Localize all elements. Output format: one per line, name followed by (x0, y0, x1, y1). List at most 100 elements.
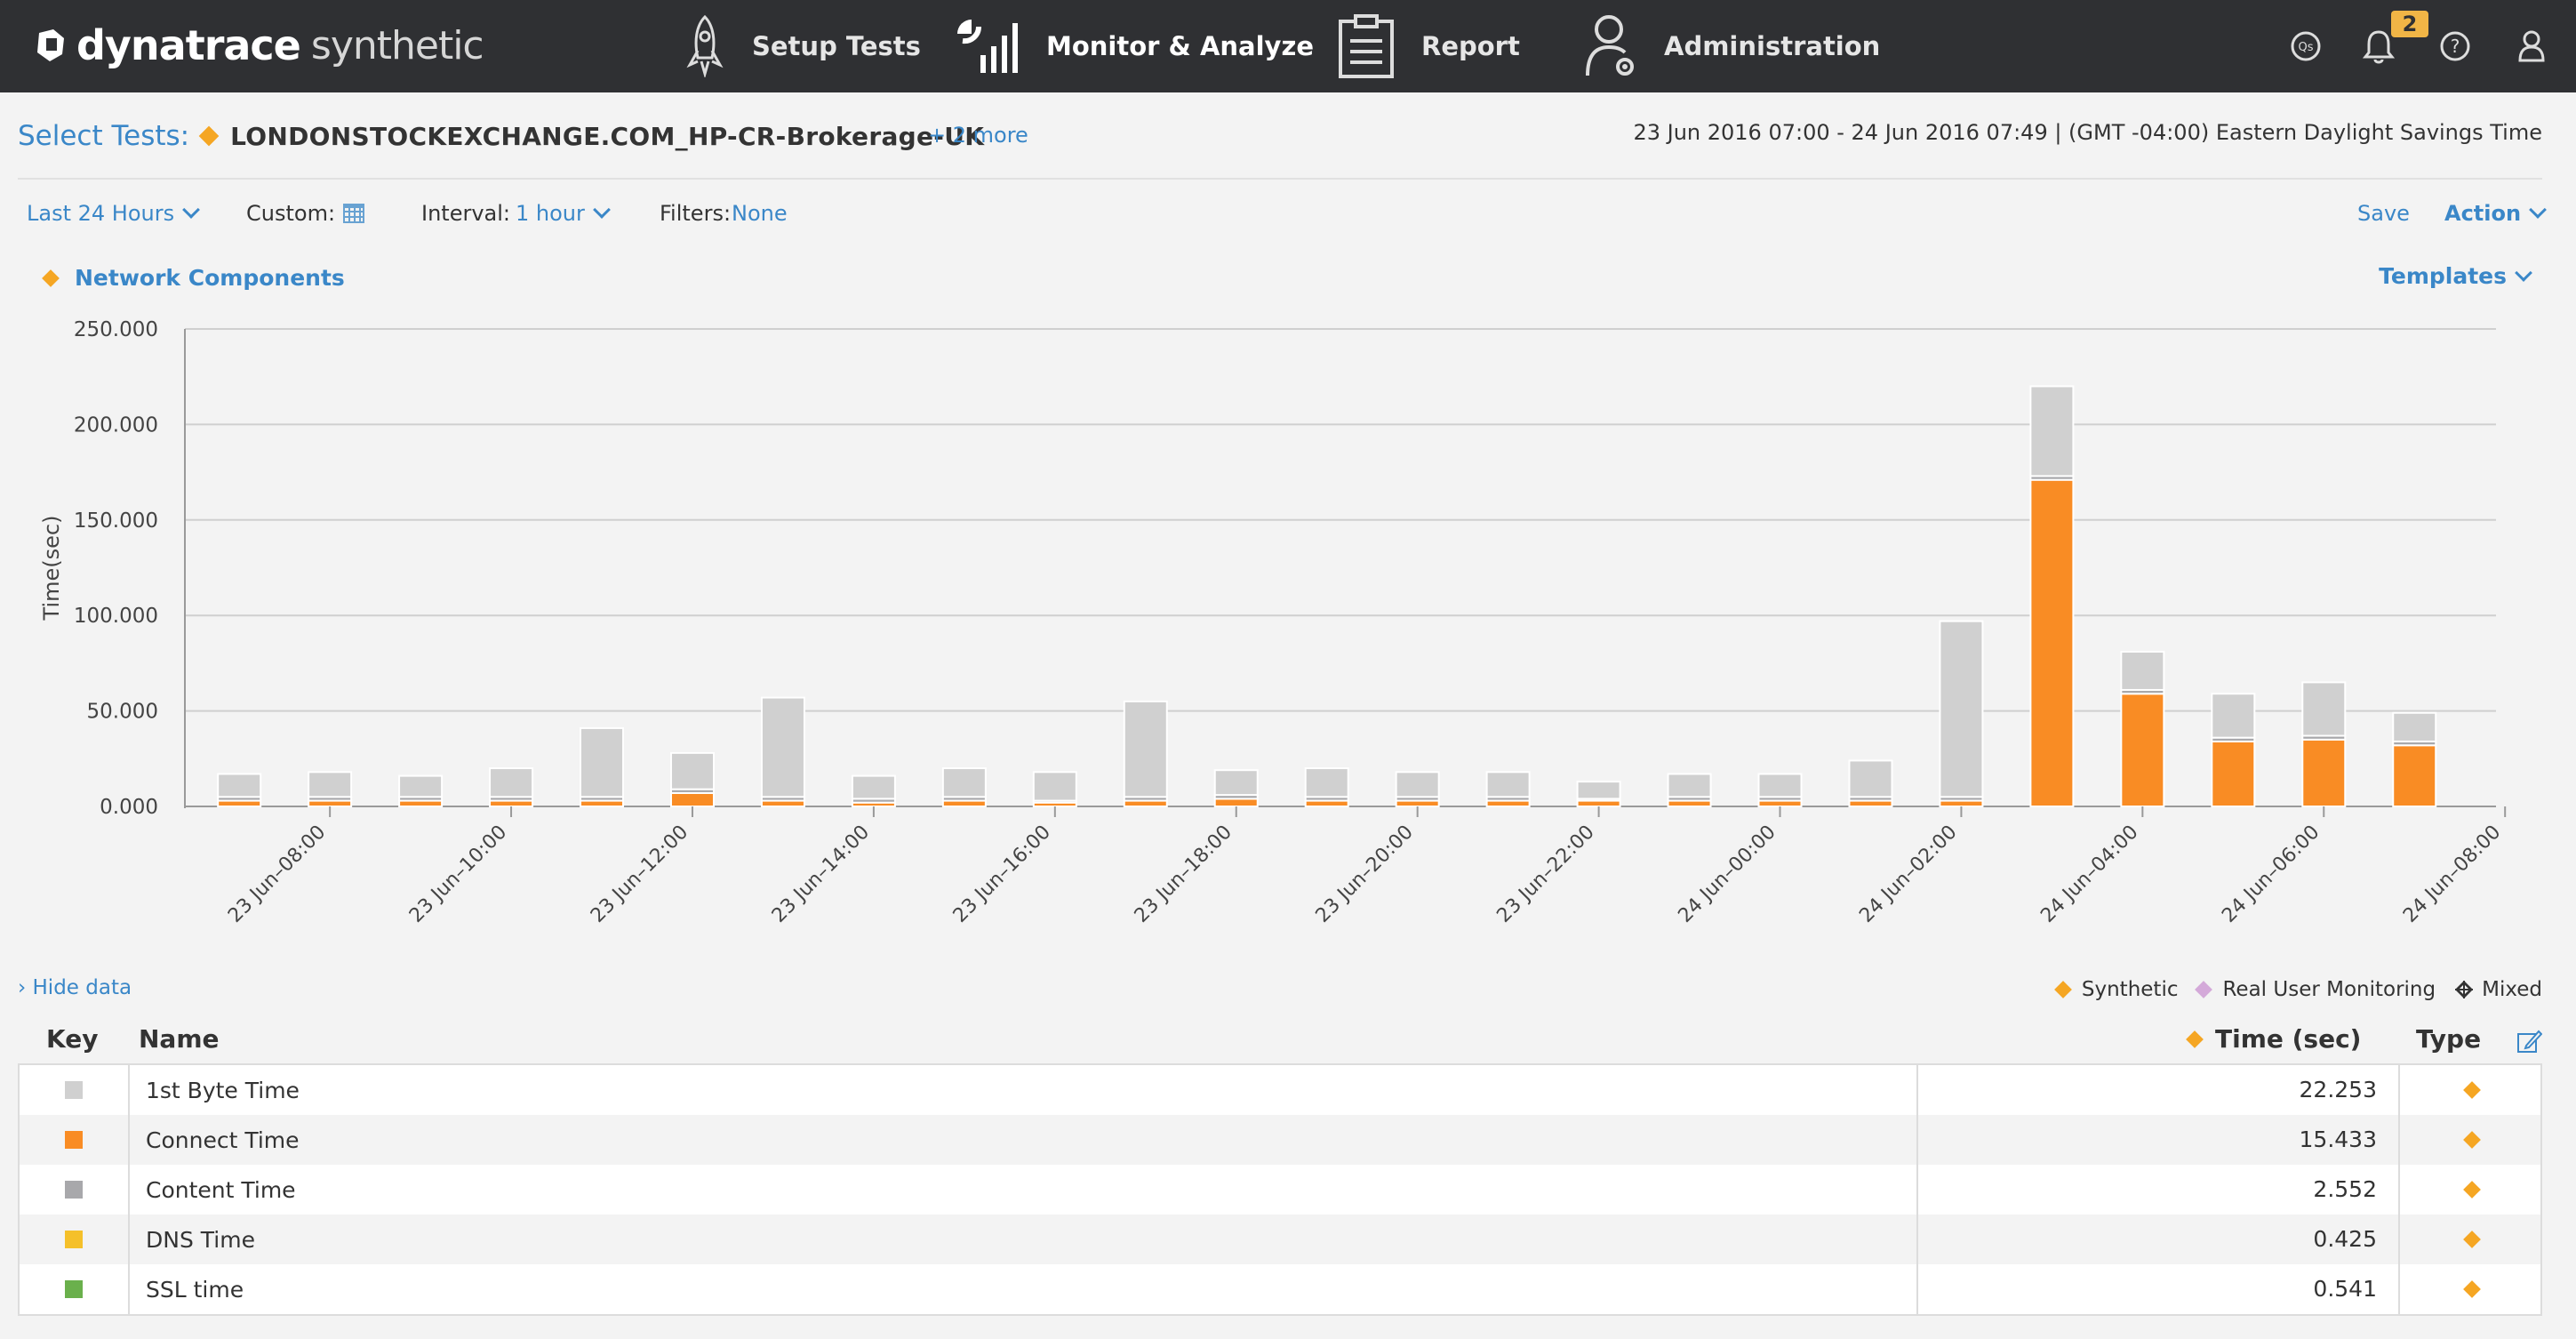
interval-dropdown[interactable]: 1 hour (516, 197, 611, 229)
type-legend: Synthetic Real User Monitoring Mixed (2037, 978, 2542, 1001)
chevron-down-icon (2529, 201, 2547, 219)
y-tick-label: 250.000 (74, 318, 158, 341)
qs-icon[interactable]: Qs (2283, 23, 2329, 69)
x-tick-label: 24 Jun–00:00 (1674, 822, 1780, 927)
legend-synthetic-label: Synthetic (2081, 978, 2179, 1001)
synthetic-diamond-icon (2463, 1131, 2481, 1149)
save-label: Save (2357, 201, 2410, 226)
templates-dropdown[interactable]: Templates (2379, 263, 2532, 289)
table-row[interactable]: DNS Time 0.425 (20, 1215, 2540, 1264)
chart-title[interactable]: Network Components (42, 265, 345, 291)
row-time: 22.253 (1916, 1065, 2400, 1115)
color-swatch[interactable] (65, 1131, 83, 1149)
synthetic-diamond-icon (2463, 1081, 2481, 1099)
select-tests-label[interactable]: Select Tests: (18, 120, 190, 152)
clipboard-icon (1339, 14, 1394, 78)
templates-label: Templates (2379, 263, 2507, 289)
legend-mixed-label: Mixed (2482, 978, 2542, 1001)
brand-name: dynatrace (76, 21, 301, 69)
y-tick-label: 0.000 (100, 796, 158, 819)
bar-segment (580, 726, 625, 798)
more-tests-link[interactable]: + 2 more (928, 123, 1028, 148)
bar-segment (1395, 771, 1440, 798)
nav-label-report: Report (1421, 31, 1520, 61)
time-range-dropdown[interactable]: Last 24 Hours (27, 197, 201, 229)
nav-setup-tests[interactable]: Setup Tests (684, 0, 921, 92)
col-time-header[interactable]: Time (sec) (2186, 1024, 2361, 1054)
brand-logo[interactable]: dynatrace synthetic (34, 18, 484, 73)
help-icon[interactable]: ? (2432, 23, 2478, 69)
bar-segment (2120, 693, 2165, 808)
synthetic-diamond-icon (2463, 1280, 2481, 1298)
color-swatch[interactable] (65, 1231, 83, 1248)
row-type-cell (2400, 1215, 2544, 1264)
x-tick-label: 24 Jun–08:00 (2399, 822, 2505, 927)
nav-administration[interactable]: Administration (1584, 0, 1880, 92)
color-swatch[interactable] (65, 1280, 83, 1298)
legend-rum-label: Real User Monitoring (2222, 978, 2436, 1001)
table-row[interactable]: 1st Byte Time 22.253 (20, 1065, 2540, 1115)
legend-mixed: Mixed (2455, 978, 2542, 1001)
col-type-header[interactable]: Type (2416, 1024, 2482, 1054)
bar-segment (760, 696, 805, 798)
synthetic-diamond-icon (198, 125, 220, 147)
table-header: Key Name Time (sec) Type (18, 1014, 2542, 1063)
row-name: DNS Time (146, 1227, 255, 1253)
table-row[interactable]: Content Time 2.552 (20, 1165, 2540, 1215)
bell-icon[interactable] (2356, 23, 2402, 69)
filters-value-link[interactable]: None (732, 197, 788, 229)
table-row[interactable]: SSL time 0.541 (20, 1264, 2540, 1314)
row-key-cell (20, 1065, 130, 1115)
bar-segment (1848, 759, 1893, 798)
col-name-header[interactable]: Name (139, 1024, 220, 1054)
chart-title-text: Network Components (75, 265, 345, 291)
calendar-icon (343, 204, 364, 223)
legend-synthetic: Synthetic (2053, 978, 2179, 1001)
row-type-cell (2400, 1165, 2544, 1215)
interval-label: Interval: (421, 197, 510, 229)
bar-segment (398, 774, 444, 798)
bar-segment (2211, 693, 2256, 739)
custom-label: Custom: (246, 197, 335, 229)
table-row[interactable]: Connect Time 15.433 (20, 1115, 2540, 1165)
row-type-cell (2400, 1065, 2544, 1115)
y-tick-label: 150.000 (74, 509, 158, 533)
custom-label-text: Custom: (246, 201, 336, 226)
calendar-button[interactable] (343, 197, 364, 229)
filters-label: Filters: (660, 197, 731, 229)
user-icon[interactable] (2508, 23, 2555, 69)
help-icon-text: ? (2451, 36, 2460, 57)
bar-chart-icon (957, 20, 1018, 73)
y-tick-label: 200.000 (74, 413, 158, 437)
color-swatch[interactable] (65, 1181, 83, 1199)
row-name: SSL time (146, 1277, 244, 1303)
selected-test-name[interactable]: LONDONSTOCKEXCHANGE.COM_HP-CR-Brokerage-… (230, 121, 985, 151)
bar-segment (1304, 767, 1349, 798)
bar-segment (1576, 781, 1621, 800)
synthetic-diamond-icon (42, 269, 60, 287)
color-swatch[interactable] (65, 1081, 83, 1099)
row-time: 0.425 (1916, 1215, 2400, 1264)
nav-report[interactable]: Report (1338, 0, 1520, 92)
row-type-cell (2400, 1264, 2544, 1314)
row-name: Connect Time (146, 1127, 300, 1153)
hide-data-toggle[interactable]: › Hide data (18, 976, 132, 999)
edit-columns-icon[interactable] (2516, 1028, 2542, 1054)
mixed-icon (2455, 981, 2474, 998)
x-tick-label: 23 Jun–08:00 (224, 822, 330, 927)
network-components-chart: 0.000 50.000 100.000 150.000 200.000 250.000 T… (39, 318, 2507, 927)
bar-segment (308, 771, 353, 798)
row-key-cell (20, 1264, 130, 1314)
action-dropdown[interactable]: Action (2444, 197, 2547, 229)
bar-segment (1032, 771, 1077, 802)
bar-segment (1123, 700, 1168, 798)
x-tick-label: 23 Jun–20:00 (1312, 822, 1418, 927)
save-button[interactable]: Save (2357, 197, 2410, 229)
row-type-cell (2400, 1115, 2544, 1165)
x-tick-label: 23 Jun–18:00 (1131, 822, 1236, 927)
row-name: 1st Byte Time (146, 1078, 300, 1103)
synthetic-diamond-icon (2053, 981, 2072, 998)
bar-segment (2301, 681, 2347, 737)
nav-monitor-analyze[interactable]: Monitor & Analyze (956, 0, 1314, 92)
filters-value: None (732, 201, 788, 226)
